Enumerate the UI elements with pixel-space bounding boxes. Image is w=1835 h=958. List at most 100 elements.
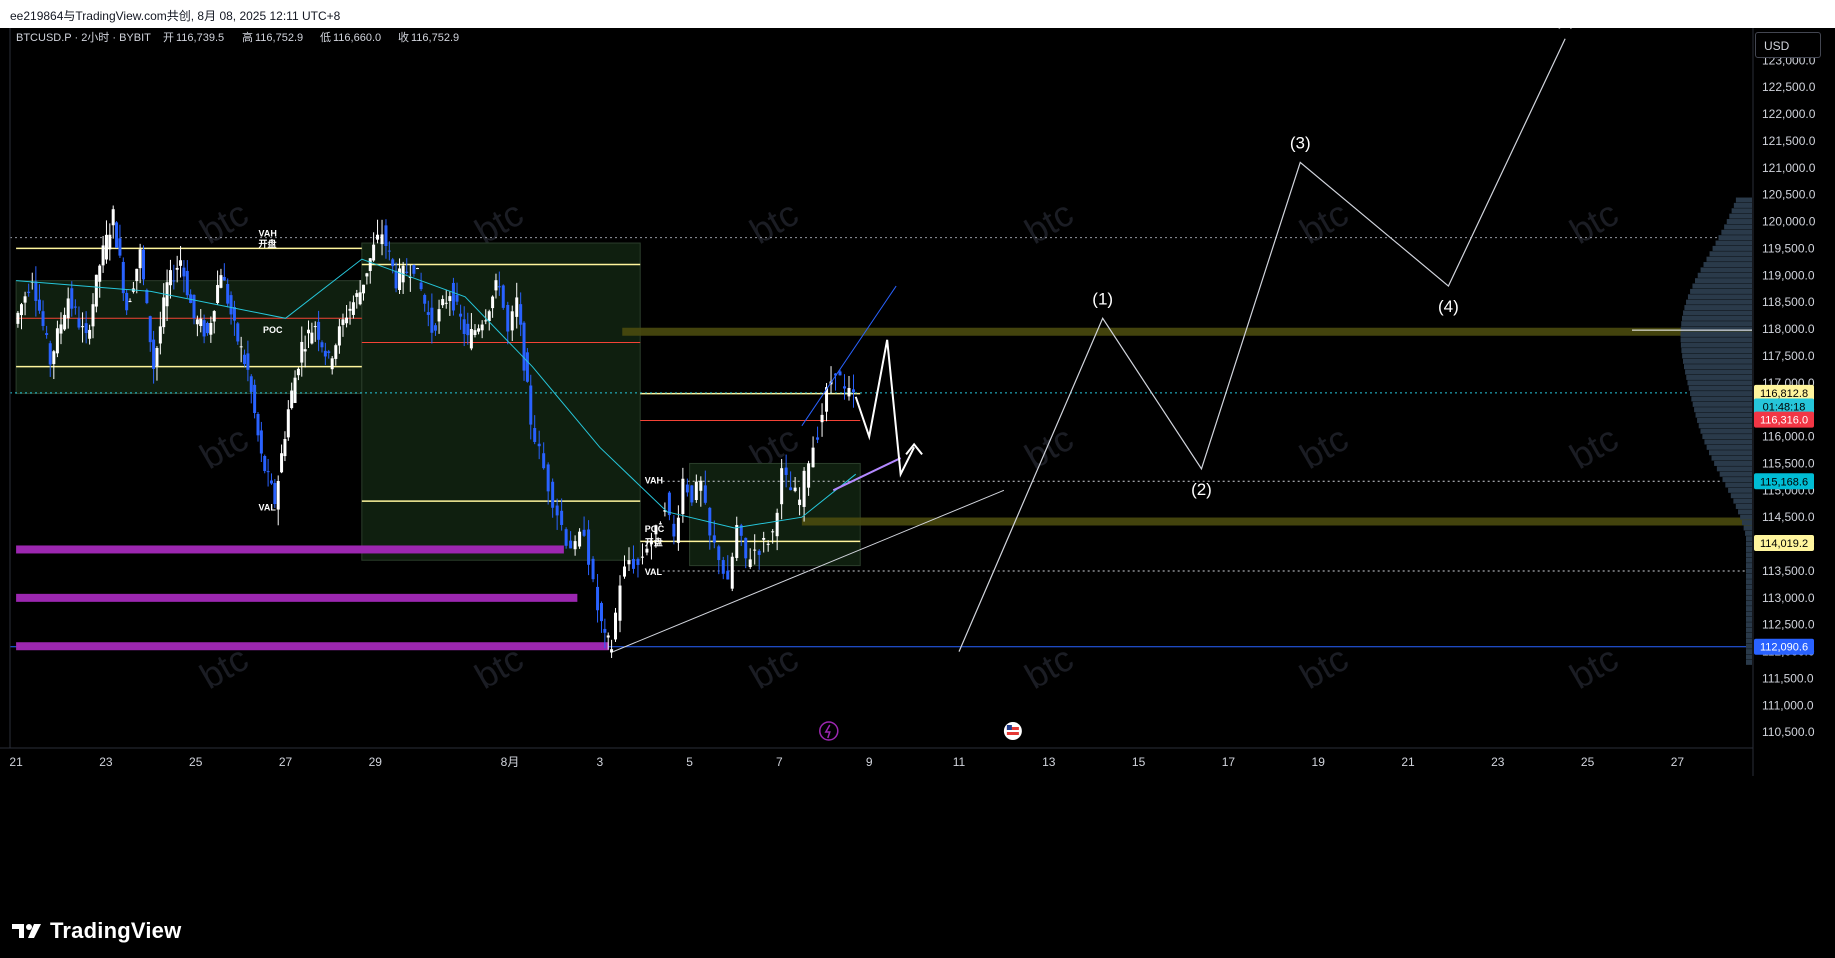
- candle-body: [368, 258, 372, 271]
- candle-body: [199, 318, 203, 326]
- legend-open: 116,739.5: [176, 32, 224, 44]
- time-tick-label: 25: [189, 755, 203, 769]
- currency-button[interactable]: USD: [1755, 32, 1821, 58]
- legend-low-label: 低: [320, 31, 331, 44]
- candle-body: [591, 558, 595, 580]
- volume-profile-bar: [1745, 530, 1752, 536]
- candle-body: [564, 529, 568, 546]
- price-tick-label: 119,000.0: [1762, 268, 1815, 282]
- candle-body: [506, 304, 510, 332]
- volume-profile-bar: [1704, 439, 1752, 445]
- candle-body: [310, 332, 314, 344]
- price-tick-label: 121,500.0: [1762, 134, 1816, 148]
- candle-body: [142, 249, 146, 280]
- candle-body: [510, 311, 514, 331]
- candle-body: [757, 550, 761, 555]
- time-tick-label: 3: [596, 755, 603, 769]
- volume-profile-bar: [1735, 197, 1752, 203]
- candle-body: [94, 274, 98, 307]
- drawings-layer: (1) (2) (3) (4) (5): [16, 28, 1576, 653]
- candle-body: [296, 368, 300, 376]
- candle-body: [451, 282, 455, 311]
- candle-body: [522, 322, 526, 371]
- volume-profile-bar: [1746, 649, 1752, 655]
- candle-body: [816, 437, 820, 440]
- candle-body: [596, 586, 600, 611]
- price-tick-label: 120,500.0: [1762, 188, 1816, 202]
- candle-body: [649, 540, 653, 545]
- price-tick-label: 115,500.0: [1762, 456, 1815, 470]
- volume-profile-bar: [1712, 245, 1752, 251]
- volume-profile-bar: [1728, 487, 1752, 493]
- top-bar: ee219864与TradingView.com共创, 8月 08, 2025 …: [0, 0, 1835, 28]
- candle-body: [807, 463, 811, 488]
- price-badge-text: 01:48:18: [1763, 401, 1806, 413]
- tradingview-logo[interactable]: TradingView: [12, 918, 181, 944]
- candle-body: [663, 510, 667, 512]
- volume-profile-bar: [1746, 638, 1752, 644]
- candle-body: [362, 284, 366, 294]
- candle-body: [408, 276, 412, 278]
- watermark-text: btc: [1293, 192, 1355, 252]
- candle-body: [179, 260, 183, 266]
- volume-profile-bar: [1682, 358, 1752, 364]
- candle-body: [672, 523, 676, 537]
- volume-profile-bar: [1688, 385, 1752, 391]
- candle-body: [780, 468, 784, 505]
- support-zone: [801, 517, 1752, 526]
- volume-profile-bar: [1680, 326, 1752, 332]
- candle-body: [108, 234, 112, 250]
- candle-body: [627, 560, 631, 565]
- candle-body: [614, 612, 618, 640]
- candle-body: [226, 284, 230, 304]
- profile-label-open: 开盘: [259, 238, 277, 249]
- price-tick-label: 114,500.0: [1762, 510, 1815, 524]
- volume-profile-bar: [1746, 584, 1752, 590]
- price-tick-label: 116,000.0: [1762, 430, 1815, 444]
- session-profile-box: [361, 242, 641, 561]
- candle-body: [847, 388, 851, 397]
- volume-profile-bar: [1708, 450, 1752, 456]
- legend-low: 116,660.0: [333, 32, 381, 44]
- right-volume-profile: [1632, 197, 1752, 665]
- volume-profile-bar: [1746, 600, 1752, 606]
- candle-body: [313, 326, 317, 328]
- volume-profile-bar: [1724, 224, 1752, 230]
- candle-body: [462, 319, 466, 334]
- candle-body: [63, 314, 67, 330]
- candle-body: [23, 296, 27, 303]
- candle-body: [219, 275, 223, 288]
- volume-profile-bar: [1684, 305, 1752, 311]
- volume-profile-bar: [1746, 589, 1752, 595]
- candle-body: [380, 234, 384, 245]
- candle-body: [636, 559, 640, 565]
- chart-area[interactable]: btc btc btc btc btc btc btc btc btc btc btc btc btc b…: [0, 28, 1835, 898]
- candle-body: [766, 543, 770, 545]
- volume-profile-bar: [1687, 294, 1752, 300]
- time-tick-label: 21: [1401, 755, 1415, 769]
- candle-body: [66, 298, 70, 319]
- candle-body: [55, 328, 59, 354]
- candle-body: [351, 302, 355, 315]
- candle-body: [477, 328, 481, 332]
- candle-body: [88, 329, 92, 339]
- candle-body: [138, 249, 142, 269]
- candle-body: [744, 537, 748, 559]
- candle-body: [501, 285, 505, 308]
- price-tick-label: 113,000.0: [1762, 591, 1815, 605]
- volume-profile-bar: [1680, 331, 1752, 337]
- volume-profile-bar: [1692, 401, 1752, 407]
- candle-body: [273, 483, 277, 505]
- candle-body: [37, 299, 41, 311]
- candle-body: [775, 512, 779, 537]
- candle-body: [307, 329, 311, 334]
- candle-body: [533, 428, 537, 442]
- candle-body: [121, 261, 125, 294]
- candle-body: [73, 306, 77, 308]
- candle-body: [34, 281, 38, 301]
- candle-body: [802, 470, 806, 507]
- watermark-text: btc: [1018, 192, 1080, 252]
- candle-body: [560, 510, 564, 525]
- candle-body: [358, 292, 362, 305]
